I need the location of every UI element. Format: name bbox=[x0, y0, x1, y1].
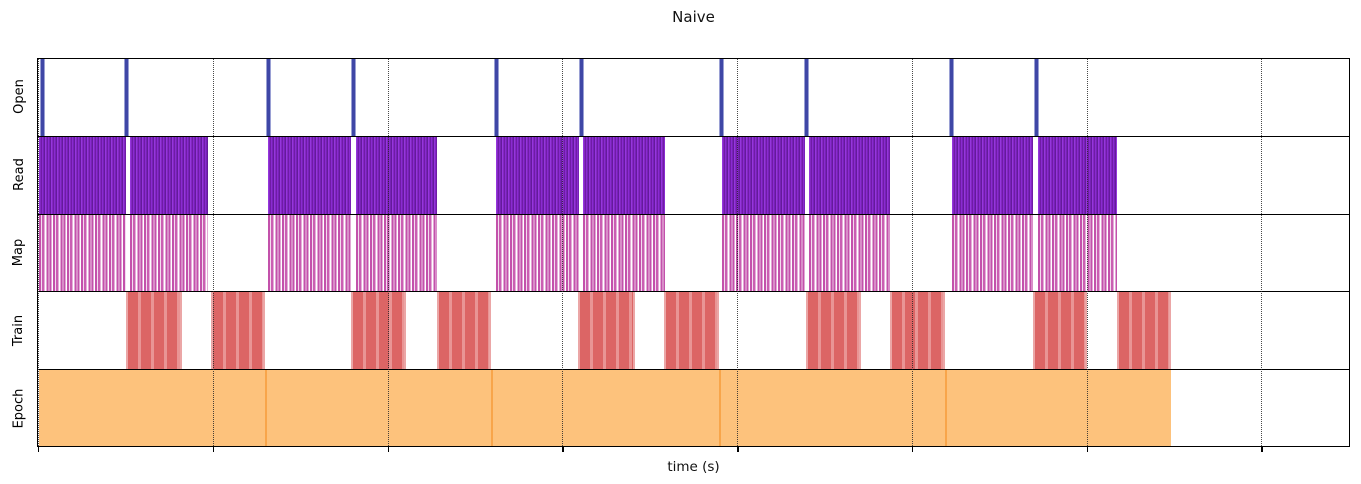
row-label-open: Open bbox=[11, 79, 27, 115]
map-bar bbox=[267, 214, 352, 292]
row-label-read: Read bbox=[11, 158, 27, 192]
read-bar bbox=[721, 137, 805, 214]
epoch-bar bbox=[491, 369, 719, 446]
map-bar bbox=[39, 214, 126, 292]
epoch-bar bbox=[39, 369, 266, 446]
epoch-bar bbox=[265, 369, 492, 446]
x-tick bbox=[737, 447, 739, 452]
read-bar bbox=[951, 137, 1034, 214]
read-bar bbox=[130, 137, 208, 214]
x-tick bbox=[212, 447, 215, 452]
open-event-line bbox=[124, 59, 130, 137]
map-bar bbox=[721, 214, 805, 292]
open-event-line bbox=[719, 59, 725, 137]
row-band-map bbox=[38, 213, 1349, 292]
map-bar bbox=[130, 214, 208, 292]
train-bar bbox=[437, 292, 492, 369]
train-bar bbox=[664, 292, 719, 369]
x-tick bbox=[562, 447, 564, 452]
map-bar bbox=[808, 214, 890, 292]
epoch-bar bbox=[718, 369, 946, 446]
open-event-line bbox=[804, 59, 810, 137]
row-band-read bbox=[38, 136, 1349, 214]
x-tick bbox=[387, 447, 389, 452]
read-bar bbox=[808, 137, 890, 214]
map-bar bbox=[355, 214, 438, 292]
map-bar bbox=[583, 214, 666, 292]
x-tick bbox=[1086, 447, 1089, 452]
read-bar bbox=[496, 137, 579, 214]
map-bar bbox=[951, 214, 1034, 292]
chart-title: Naive bbox=[672, 8, 715, 26]
row-band-train bbox=[38, 291, 1349, 369]
open-event-line bbox=[493, 59, 499, 137]
read-bar bbox=[267, 137, 352, 214]
row-label-map: Map bbox=[11, 238, 27, 267]
open-event-line bbox=[1033, 59, 1039, 137]
read-bar bbox=[1037, 137, 1118, 214]
row-label-epoch: Epoch bbox=[11, 388, 27, 428]
open-event-line bbox=[266, 59, 272, 137]
train-bar bbox=[805, 292, 861, 369]
row-label-train: Train bbox=[11, 314, 27, 346]
map-bar bbox=[496, 214, 579, 292]
x-tick bbox=[1261, 447, 1263, 452]
read-bar bbox=[355, 137, 438, 214]
train-bar bbox=[1117, 292, 1172, 369]
map-bar bbox=[1037, 214, 1118, 292]
plot-area bbox=[37, 58, 1350, 452]
read-bar bbox=[583, 137, 666, 214]
row-band-epoch bbox=[38, 368, 1349, 446]
train-bar bbox=[889, 292, 945, 369]
open-event-line bbox=[40, 59, 46, 137]
train-bar bbox=[351, 292, 407, 369]
epoch-bar bbox=[945, 369, 1172, 446]
open-event-line bbox=[949, 59, 955, 137]
open-event-line bbox=[578, 59, 584, 137]
train-bar bbox=[125, 292, 182, 369]
x-tick bbox=[38, 447, 40, 452]
open-event-line bbox=[351, 59, 357, 137]
row-band-open bbox=[38, 59, 1349, 137]
train-bar bbox=[1032, 292, 1088, 369]
train-bar bbox=[210, 292, 265, 369]
train-bar bbox=[578, 292, 636, 369]
x-axis-label: time (s) bbox=[667, 459, 720, 475]
read-bar bbox=[39, 137, 126, 214]
x-tick bbox=[911, 447, 914, 452]
